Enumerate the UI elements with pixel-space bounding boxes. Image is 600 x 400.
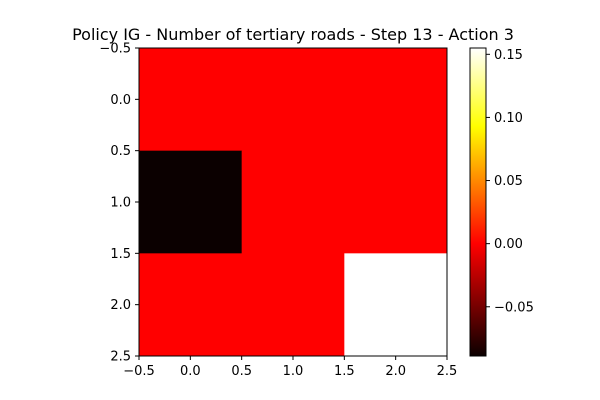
colorbar-tick-label: 0.15	[494, 48, 523, 63]
x-tick-label: −0.5	[123, 364, 155, 379]
x-tick-label: 2.5	[437, 364, 458, 379]
heatmap-cell	[139, 48, 243, 152]
y-tick-label: 1.0	[110, 196, 131, 211]
y-tick-label: 0.5	[110, 144, 131, 159]
colorbar-axis: 0.15 0.10 0.05 0.00 −0.05	[486, 48, 534, 315]
y-tick-label: −0.5	[99, 42, 131, 57]
heatmap-cell	[344, 150, 448, 254]
x-tick-label: 2.0	[385, 364, 406, 379]
colorbar-tick-label: 0.10	[494, 111, 523, 126]
heatmap-cell	[344, 48, 448, 152]
x-tick-label: 0.0	[180, 364, 201, 379]
colorbar	[469, 47, 487, 357]
x-tick-label: 1.5	[334, 364, 355, 379]
x-axis: −0.5 0.0 0.5 1.0 1.5 2.0 2.5	[123, 356, 457, 379]
heatmap-cell	[241, 150, 345, 254]
y-tick-label: 0.0	[110, 93, 131, 108]
x-tick-label: 1.0	[283, 364, 304, 379]
heatmap-cell	[241, 253, 345, 357]
x-tick-label: 0.5	[231, 364, 252, 379]
y-tick-label: 2.5	[110, 350, 131, 365]
colorbar-tick-label: −0.05	[494, 300, 534, 315]
heatmap-cell	[139, 150, 243, 254]
chart-title: Policy IG - Number of tertiary roads - S…	[72, 25, 514, 44]
heatmap-cell	[139, 253, 243, 357]
y-axis: −0.5 0.0 0.5 1.0 1.5 2.0 2.5	[99, 42, 139, 365]
colorbar-tick-label: 0.00	[494, 237, 523, 252]
heatmap-cell	[241, 48, 345, 152]
colorbar-tick-label: 0.05	[494, 174, 523, 189]
y-tick-label: 2.0	[110, 298, 131, 313]
heatmap-cells	[139, 48, 448, 357]
heatmap-cell	[344, 253, 448, 357]
y-tick-label: 1.5	[110, 247, 131, 262]
